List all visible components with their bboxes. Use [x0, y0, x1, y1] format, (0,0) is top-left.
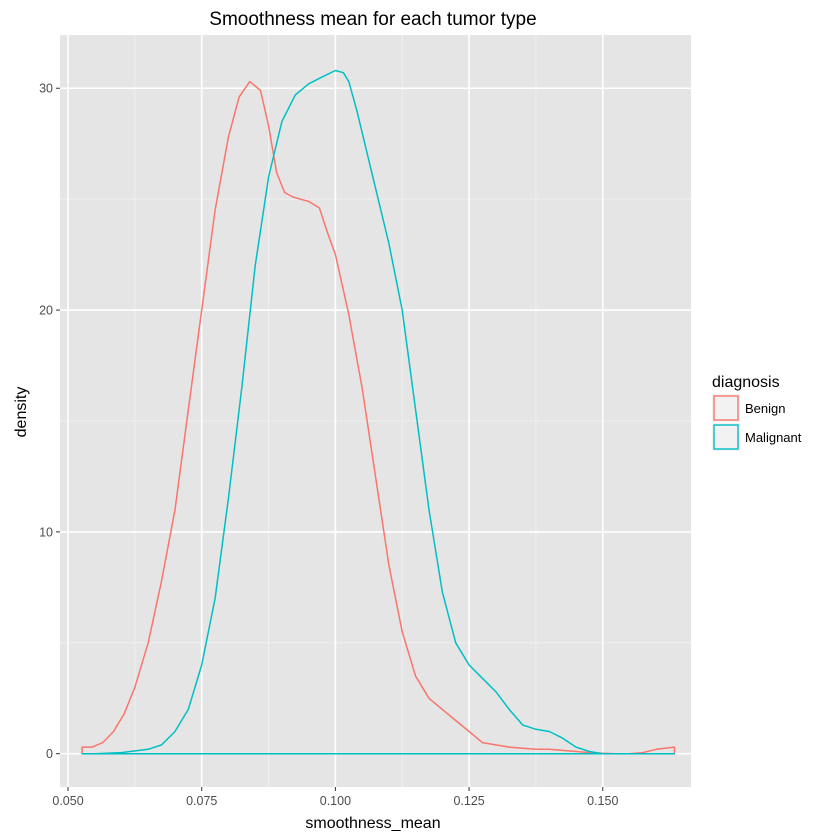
x-axis: 0.050 0.075 0.100 0.125 0.150 [52, 787, 618, 808]
y-axis: 0 10 20 30 [39, 82, 60, 761]
chart-title: Smoothness mean for each tumor type [209, 9, 536, 30]
series-layer [81, 69, 676, 755]
legend-key-bg-malignant [712, 423, 740, 451]
legend-title: diagnosis [712, 374, 780, 391]
minor-gridlines [60, 35, 691, 787]
legend: diagnosis Benign Malignant [712, 374, 802, 451]
legend-key-bg-benign [712, 394, 740, 422]
legend-key-benign [713, 395, 739, 421]
x-tick-label: 0.050 [52, 794, 83, 808]
x-tick-label: 0.125 [453, 794, 484, 808]
x-axis-title: smoothness_mean [305, 815, 440, 832]
plot-panel [60, 35, 691, 787]
legend-key-malignant [713, 424, 739, 450]
x-tick-label: 0.075 [186, 794, 217, 808]
y-tick-label: 10 [39, 525, 53, 539]
legend-label-benign: Benign [745, 401, 785, 416]
series-malignant-curve [81, 69, 676, 755]
x-tick-label: 0.150 [587, 794, 618, 808]
y-tick-label: 0 [46, 747, 53, 761]
legend-label-malignant: Malignant [745, 430, 802, 445]
y-tick-label: 30 [39, 82, 53, 96]
x-tick-label: 0.100 [320, 794, 351, 808]
series-benign-curve [81, 80, 676, 755]
y-axis-title: density [13, 387, 30, 438]
y-tick-label: 20 [39, 304, 53, 318]
